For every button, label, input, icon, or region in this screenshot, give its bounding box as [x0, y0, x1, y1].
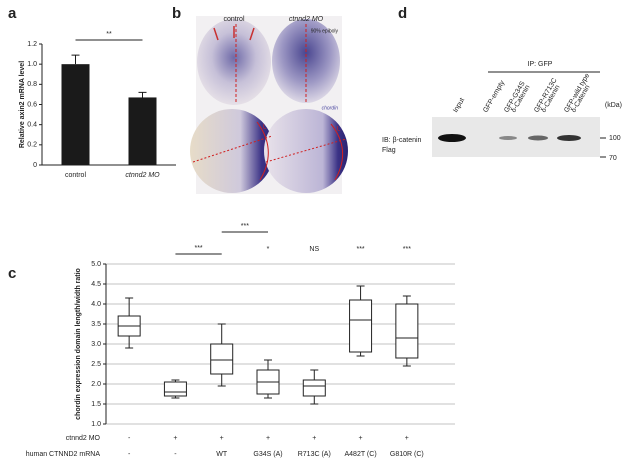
embryo — [190, 109, 274, 193]
panel-letter: a — [8, 5, 17, 22]
row-value: + — [312, 435, 316, 442]
row-value: G810R (C) — [390, 451, 424, 458]
x-tick-label: ctnnd2 MO — [125, 172, 160, 179]
y-tick-label: 3.5 — [91, 321, 101, 328]
column-label: control — [223, 16, 244, 23]
row-value: - — [174, 451, 177, 458]
y-tick-label: 2.0 — [91, 381, 101, 388]
row-value: + — [359, 435, 363, 442]
box — [210, 343, 234, 375]
row-value: R713C (A) — [298, 451, 331, 458]
significance-label: *** — [403, 246, 411, 253]
y-tick-label: 0.8 — [27, 81, 37, 88]
length-arc — [330, 123, 343, 181]
significance-label: *** — [241, 223, 249, 230]
row-value: - — [128, 451, 131, 458]
band — [528, 135, 548, 141]
ib-label: IB: β-catenin — [382, 137, 422, 144]
bar — [61, 64, 90, 165]
y-tick-label: 1.0 — [27, 61, 37, 68]
y-tick-label: 0.4 — [27, 122, 37, 129]
y-tick-label: 1.2 — [27, 41, 37, 48]
bar — [128, 97, 157, 165]
y-tick-label: 1.5 — [91, 401, 101, 408]
row-value: G34S (A) — [253, 451, 282, 458]
y-tick-label: 0.2 — [27, 142, 37, 149]
column-label: ctnnd2 MO — [289, 16, 324, 23]
row-value: WT — [216, 451, 228, 458]
arrows — [213, 26, 255, 41]
row-value: A482T (C) — [344, 451, 376, 458]
panel-letter: c — [8, 265, 16, 282]
band — [557, 135, 581, 141]
y-tick-label: 2.5 — [91, 361, 101, 368]
axis-line — [265, 138, 347, 163]
box — [349, 299, 373, 353]
y-tick-label: 4.5 — [91, 281, 101, 288]
band — [438, 134, 466, 142]
probe-label: chordin — [322, 105, 339, 111]
panel-letter: b — [172, 5, 181, 22]
y-tick-label: 0.6 — [27, 101, 37, 108]
marker-label: L — [263, 125, 267, 131]
marker-label: 100 — [609, 135, 621, 142]
ip-label: IP: GFP — [528, 61, 553, 68]
y-tick-label: 1.0 — [91, 421, 101, 428]
panel-a: 0 0.2 0.4 0.6 0.8 1.0 1.2 Relative axin2 mRNA l… — [19, 31, 176, 179]
y-tick-label: 5.0 — [91, 261, 101, 268]
y-tick-label: 4.0 — [91, 301, 101, 308]
box — [163, 381, 187, 397]
y-axis-label: Relative axin2 mRNA level — [19, 61, 26, 148]
panel-b-images — [190, 16, 348, 194]
row-label: ctnnd2 MO — [66, 435, 101, 442]
ib-label: Flag — [382, 147, 396, 154]
y-tick-label: 0 — [33, 162, 37, 169]
row-label: human CTNND2 mRNA — [26, 451, 101, 458]
row-value: + — [220, 435, 224, 442]
box — [302, 379, 326, 397]
x-tick-label: control — [65, 172, 86, 179]
axis-line — [192, 135, 273, 163]
stage-label: 90% epiboly — [311, 28, 339, 34]
panel-c: 1.0 1.5 2.0 2.5 3.0 3.5 4.0 4.5 5.0 chordin expre… — [26, 223, 455, 458]
row-value: + — [173, 435, 177, 442]
row-value: + — [405, 435, 409, 442]
band — [499, 136, 517, 140]
lane-label: GFP-empty — [482, 79, 506, 114]
y-tick-label: 3.0 — [91, 341, 101, 348]
significance-label: * — [267, 246, 270, 253]
row-value: - — [128, 435, 131, 442]
y-axis-label: chordin expression domain length/width r… — [75, 268, 82, 420]
lane-label: Input — [452, 97, 466, 114]
marker-label: L — [337, 127, 341, 133]
row-value: + — [266, 435, 270, 442]
significance-label: ** — [106, 31, 112, 38]
panel-d-blot — [432, 71, 606, 158]
box — [395, 303, 419, 359]
significance-label: *** — [356, 246, 364, 253]
marker-label: 70 — [609, 155, 617, 162]
significance-label: NS — [309, 246, 319, 253]
unit-label: (kDa) — [605, 102, 622, 109]
error-bar — [138, 91, 147, 98]
error-bar — [71, 54, 80, 65]
length-arc — [256, 121, 269, 181]
panel-letter: d — [398, 5, 407, 22]
significance-label: *** — [194, 245, 202, 252]
embryo — [197, 19, 271, 105]
